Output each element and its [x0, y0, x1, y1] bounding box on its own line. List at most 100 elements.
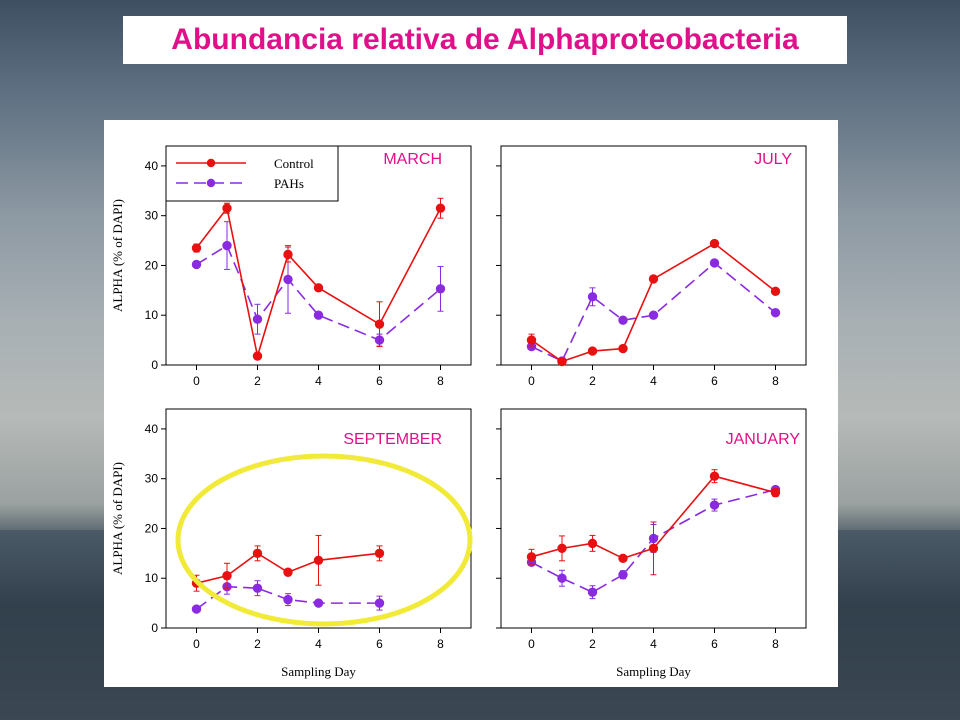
data-point	[648, 543, 659, 554]
x-tick-label: 0	[193, 637, 200, 651]
y-tick-label: 0	[151, 358, 158, 372]
legend-box	[165, 145, 339, 202]
data-point	[283, 274, 293, 285]
x-tick-label: 4	[650, 637, 657, 651]
series-line	[196, 552, 380, 584]
slide-title: Abundancia relativa de Alphaproteobacter…	[171, 23, 799, 56]
legend-label-pahs: PAHs	[274, 176, 304, 191]
subplot-title: MARCH	[383, 151, 442, 168]
subplot-title: SEPTEMBER	[343, 431, 442, 448]
data-point	[252, 548, 263, 559]
x-tick-label: 6	[711, 374, 718, 388]
data-point	[435, 284, 446, 294]
series-line	[531, 242, 776, 363]
data-point	[587, 292, 598, 302]
x-tick-label: 8	[772, 374, 779, 388]
data-point	[618, 553, 628, 564]
legend: Control PAHs	[165, 145, 339, 202]
data-point	[222, 203, 232, 213]
x-tick-label: 0	[528, 637, 535, 651]
data-point	[648, 274, 659, 284]
title-box: Abundancia relativa de Alphaproteobacter…	[123, 16, 847, 64]
x-tick-label: 0	[193, 374, 200, 388]
data-point	[191, 604, 202, 614]
x-tick-label: 0	[528, 374, 535, 388]
y-tick-label: 40	[145, 159, 159, 173]
y-tick-label: 40	[145, 422, 159, 436]
series-control	[526, 469, 781, 576]
y-axis-label: ALPHA (% of DAPI)	[110, 462, 125, 575]
data-point	[283, 249, 293, 260]
plot-frame	[500, 145, 807, 366]
x-tick-label: 8	[437, 637, 444, 651]
data-point	[526, 335, 537, 345]
x-tick-label: 4	[315, 637, 322, 651]
x-tick-label: 6	[376, 637, 383, 651]
data-point	[252, 314, 263, 324]
subplot-march: 0 10 20 30 40 0 2 4 6 8 ALPHA (% of DAPI) MARCH Cont…	[110, 145, 472, 388]
data-point	[526, 552, 537, 562]
data-point	[709, 258, 720, 268]
x-axis-label: Sampling Day	[281, 664, 356, 679]
data-point	[709, 500, 720, 510]
data-point	[770, 308, 781, 318]
y-tick-label: 10	[145, 308, 159, 322]
data-point	[557, 543, 567, 554]
data-point	[191, 259, 202, 270]
data-point	[191, 243, 202, 253]
data-point	[313, 555, 324, 566]
data-point	[709, 238, 720, 249]
data-point	[557, 356, 567, 367]
data-point	[222, 240, 232, 251]
y-tick-label: 0	[151, 621, 158, 635]
data-point	[587, 346, 598, 356]
data-point	[770, 286, 781, 297]
data-point	[557, 573, 567, 583]
data-point	[618, 570, 628, 580]
data-point	[709, 471, 720, 481]
chart-panel: 0 10 20 30 40 0 2 4 6 8 ALPHA (% of DAPI) MARCH Cont…	[104, 120, 838, 687]
subplot-july: 0 2 4 6 8 JULY	[496, 145, 807, 388]
data-point	[222, 571, 232, 581]
data-point	[252, 583, 263, 593]
subplot-title: JANUARY	[726, 431, 801, 448]
x-axis-label: Sampling Day	[616, 664, 691, 679]
x-tick-label: 8	[772, 637, 779, 651]
x-tick-label: 8	[437, 374, 444, 388]
legend-label-control: Control	[274, 156, 314, 171]
x-tick-label: 6	[711, 637, 718, 651]
data-point	[374, 319, 385, 329]
series-control	[191, 534, 385, 592]
x-tick-label: 2	[589, 637, 596, 651]
y-tick-label: 20	[145, 258, 159, 272]
data-point	[648, 310, 659, 320]
y-tick-label: 30	[145, 209, 159, 223]
data-point	[618, 315, 628, 325]
data-point	[313, 598, 324, 608]
series-line	[196, 244, 442, 342]
subplot-january: 0 2 4 6 8 Sampling Day JANUARY	[496, 408, 807, 679]
data-point	[770, 487, 781, 498]
x-tick-label: 6	[376, 374, 383, 388]
x-tick-label: 4	[650, 374, 657, 388]
subplot-september: 0 10 20 30 40 0 2 4 6 8 ALPHA (% of DAPI) Sampling …	[110, 408, 472, 679]
data-point	[587, 587, 598, 597]
series-control	[526, 238, 781, 367]
y-tick-label: 30	[145, 472, 159, 486]
legend-swatch-marker	[206, 158, 216, 168]
x-tick-label: 2	[254, 374, 261, 388]
x-tick-label: 2	[589, 374, 596, 388]
y-tick-label: 10	[145, 571, 159, 585]
legend-swatch-marker	[206, 178, 216, 188]
data-point	[435, 203, 446, 213]
data-point	[313, 310, 324, 320]
data-point	[283, 567, 293, 577]
x-tick-label: 4	[315, 374, 322, 388]
y-tick-label: 20	[145, 521, 159, 535]
x-tick-label: 2	[254, 637, 261, 651]
data-point	[313, 283, 324, 293]
data-point	[252, 351, 263, 361]
subplot-title: JULY	[754, 151, 792, 168]
data-point	[618, 343, 628, 354]
